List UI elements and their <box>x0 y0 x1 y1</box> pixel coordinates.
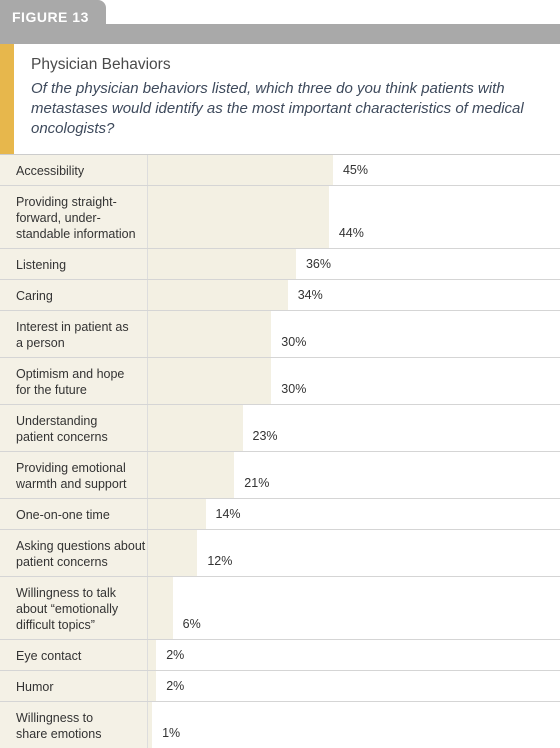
row: Asking questions about patient concerns 1… <box>0 530 560 577</box>
value-label: 6% <box>182 617 201 631</box>
row: Interest in patient as a person 30% <box>0 311 560 358</box>
value-label: 1% <box>162 726 181 740</box>
value-label: 45% <box>342 163 368 177</box>
figure-label: FIGURE 13 <box>0 0 106 30</box>
category-label: Listening <box>0 249 148 279</box>
row: Humor 2% <box>0 671 560 702</box>
category-label: Accessibility <box>0 155 148 185</box>
accent-stripe <box>0 44 14 154</box>
category-label: Willingness to share emotions <box>0 702 148 748</box>
category-label: Caring <box>0 280 148 310</box>
row: Caring 34% <box>0 280 560 311</box>
row: Optimism and hope for the future 30% <box>0 358 560 405</box>
category-label: One-on-one time <box>0 499 148 529</box>
row: Providing emotional warmth and support 21… <box>0 452 560 499</box>
bar <box>148 405 243 451</box>
category-label: Providing straight- forward, under- stan… <box>0 186 148 248</box>
category-label: Humor <box>0 671 148 701</box>
value-label: 2% <box>166 679 185 693</box>
bar <box>148 280 288 310</box>
value-label: 34% <box>297 288 323 302</box>
chart-subtitle: Of the physician behaviors listed, which… <box>31 80 524 137</box>
value-label: 2% <box>166 648 185 662</box>
value-label: 12% <box>207 554 233 568</box>
category-label: Optimism and hope for the future <box>0 358 148 404</box>
category-label: Willingness to talk about “emotionally d… <box>0 577 148 639</box>
bar <box>148 358 272 404</box>
bar <box>148 499 206 529</box>
value-label: 30% <box>281 382 307 396</box>
value-label: 36% <box>305 257 331 271</box>
value-label: 30% <box>281 335 307 349</box>
bar <box>148 186 329 248</box>
row: Listening 36% <box>0 249 560 280</box>
row: Eye contact 2% <box>0 640 560 671</box>
bar <box>148 311 272 357</box>
bar <box>148 249 296 279</box>
row: Accessibility 45% <box>0 155 560 186</box>
bar <box>148 530 198 576</box>
category-label: Understanding patient concerns <box>0 405 148 451</box>
bar <box>148 452 235 498</box>
bar <box>148 671 157 701</box>
value-label: 14% <box>215 507 241 521</box>
rows: Accessibility 45% Providing straight- forw… <box>0 155 560 748</box>
value-label: 44% <box>338 226 364 240</box>
row: Willingness to talk about “emotionally d… <box>0 577 560 640</box>
row: Understanding patient concerns 23% <box>0 405 560 452</box>
category-label: Providing emotional warmth and support <box>0 452 148 498</box>
bar <box>148 640 157 670</box>
row: One-on-one time 14% <box>0 499 560 530</box>
category-label: Asking questions about patient concerns <box>0 530 148 576</box>
value-label: 23% <box>252 429 278 443</box>
header-band <box>0 24 560 44</box>
row: Willingness to share emotions 1% <box>0 702 560 748</box>
header: Physician Behaviors Of the physician beh… <box>0 44 560 155</box>
category-label: Eye contact <box>0 640 148 670</box>
row: Providing straight- forward, under- stan… <box>0 186 560 249</box>
category-label: Interest in patient as a person <box>0 311 148 357</box>
chart-title: Physician Behaviors <box>31 56 171 73</box>
value-label: 21% <box>244 476 270 490</box>
bar <box>148 702 153 748</box>
bar <box>148 155 333 185</box>
bar <box>148 577 173 639</box>
